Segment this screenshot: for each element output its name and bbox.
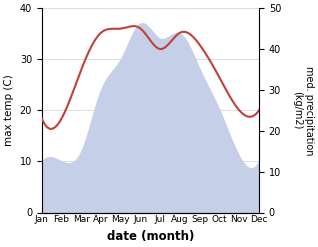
X-axis label: date (month): date (month) [107,230,194,243]
Y-axis label: med. precipitation
(kg/m2): med. precipitation (kg/m2) [292,66,314,155]
Y-axis label: max temp (C): max temp (C) [4,74,14,146]
